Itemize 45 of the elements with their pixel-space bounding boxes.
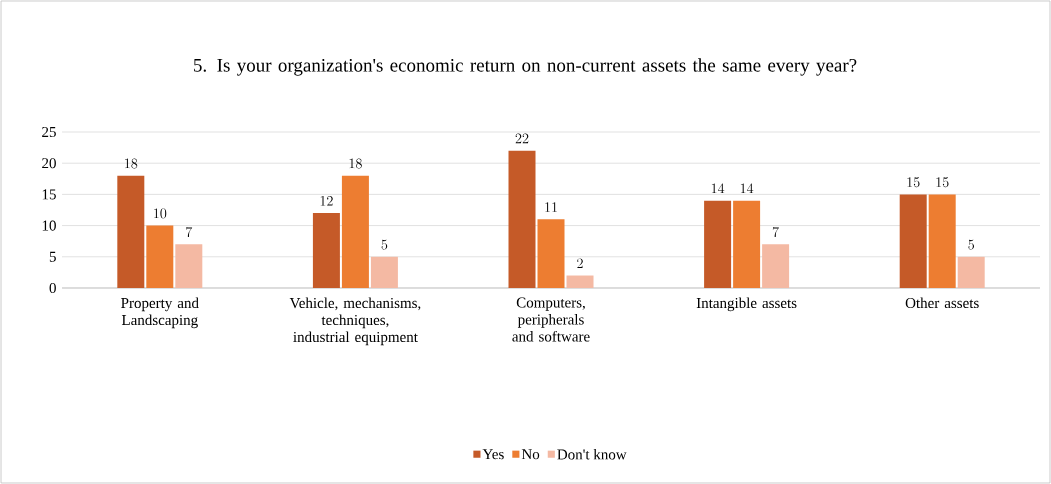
y-tick-label: 20 bbox=[42, 158, 56, 169]
y-tick-label: 5 bbox=[49, 251, 56, 262]
legend-label: Yes bbox=[482, 449, 504, 460]
y-tick-label: 15 bbox=[42, 189, 56, 200]
y-tick-label: 10 bbox=[42, 220, 56, 231]
data-label: 2 bbox=[577, 258, 583, 268]
data-label: 15 bbox=[907, 177, 920, 188]
bar bbox=[312, 213, 340, 288]
x-tick-label: Vehicle, mechanisms, techniques, industrial equipment bbox=[289, 297, 421, 346]
chart-title: 5. Is your organization's economic return on non-current assets the same every year? bbox=[194, 58, 857, 76]
data-label: 5 bbox=[968, 239, 975, 250]
bar bbox=[508, 150, 536, 288]
bar bbox=[146, 225, 174, 288]
legend-label: Don't know bbox=[557, 448, 627, 460]
data-label: 7 bbox=[772, 227, 779, 238]
data-label: 12 bbox=[320, 196, 333, 206]
data-label: 14 bbox=[711, 183, 725, 194]
bar bbox=[537, 219, 565, 288]
data-label: 14 bbox=[740, 183, 754, 194]
bar bbox=[733, 200, 761, 288]
bar bbox=[117, 175, 145, 288]
data-label: 10 bbox=[154, 208, 167, 219]
bar bbox=[762, 244, 790, 288]
x-tick-label: Property and Landscaping bbox=[121, 297, 199, 329]
data-label: 5 bbox=[381, 239, 388, 250]
y-tick-label: 25 bbox=[42, 126, 56, 138]
bar bbox=[370, 256, 398, 288]
data-label: 22 bbox=[515, 133, 529, 144]
x-tick-label: Other assets bbox=[905, 297, 979, 309]
x-tick-label: Intangible assets bbox=[696, 297, 797, 312]
bar bbox=[899, 194, 927, 288]
data-label: 18 bbox=[125, 158, 138, 169]
data-label: 15 bbox=[936, 177, 949, 188]
bar bbox=[928, 194, 956, 288]
bar bbox=[704, 200, 732, 288]
data-label: 11 bbox=[545, 202, 557, 212]
data-label: 18 bbox=[349, 158, 362, 169]
bar bbox=[566, 275, 594, 288]
legend-label: No bbox=[521, 449, 540, 460]
bar bbox=[341, 175, 369, 288]
bar bbox=[175, 244, 203, 288]
y-tick-label: 0 bbox=[49, 282, 56, 294]
bar bbox=[957, 256, 985, 288]
data-label: 7 bbox=[186, 227, 193, 238]
x-tick-label: Computers, peripherals and software bbox=[512, 297, 590, 342]
